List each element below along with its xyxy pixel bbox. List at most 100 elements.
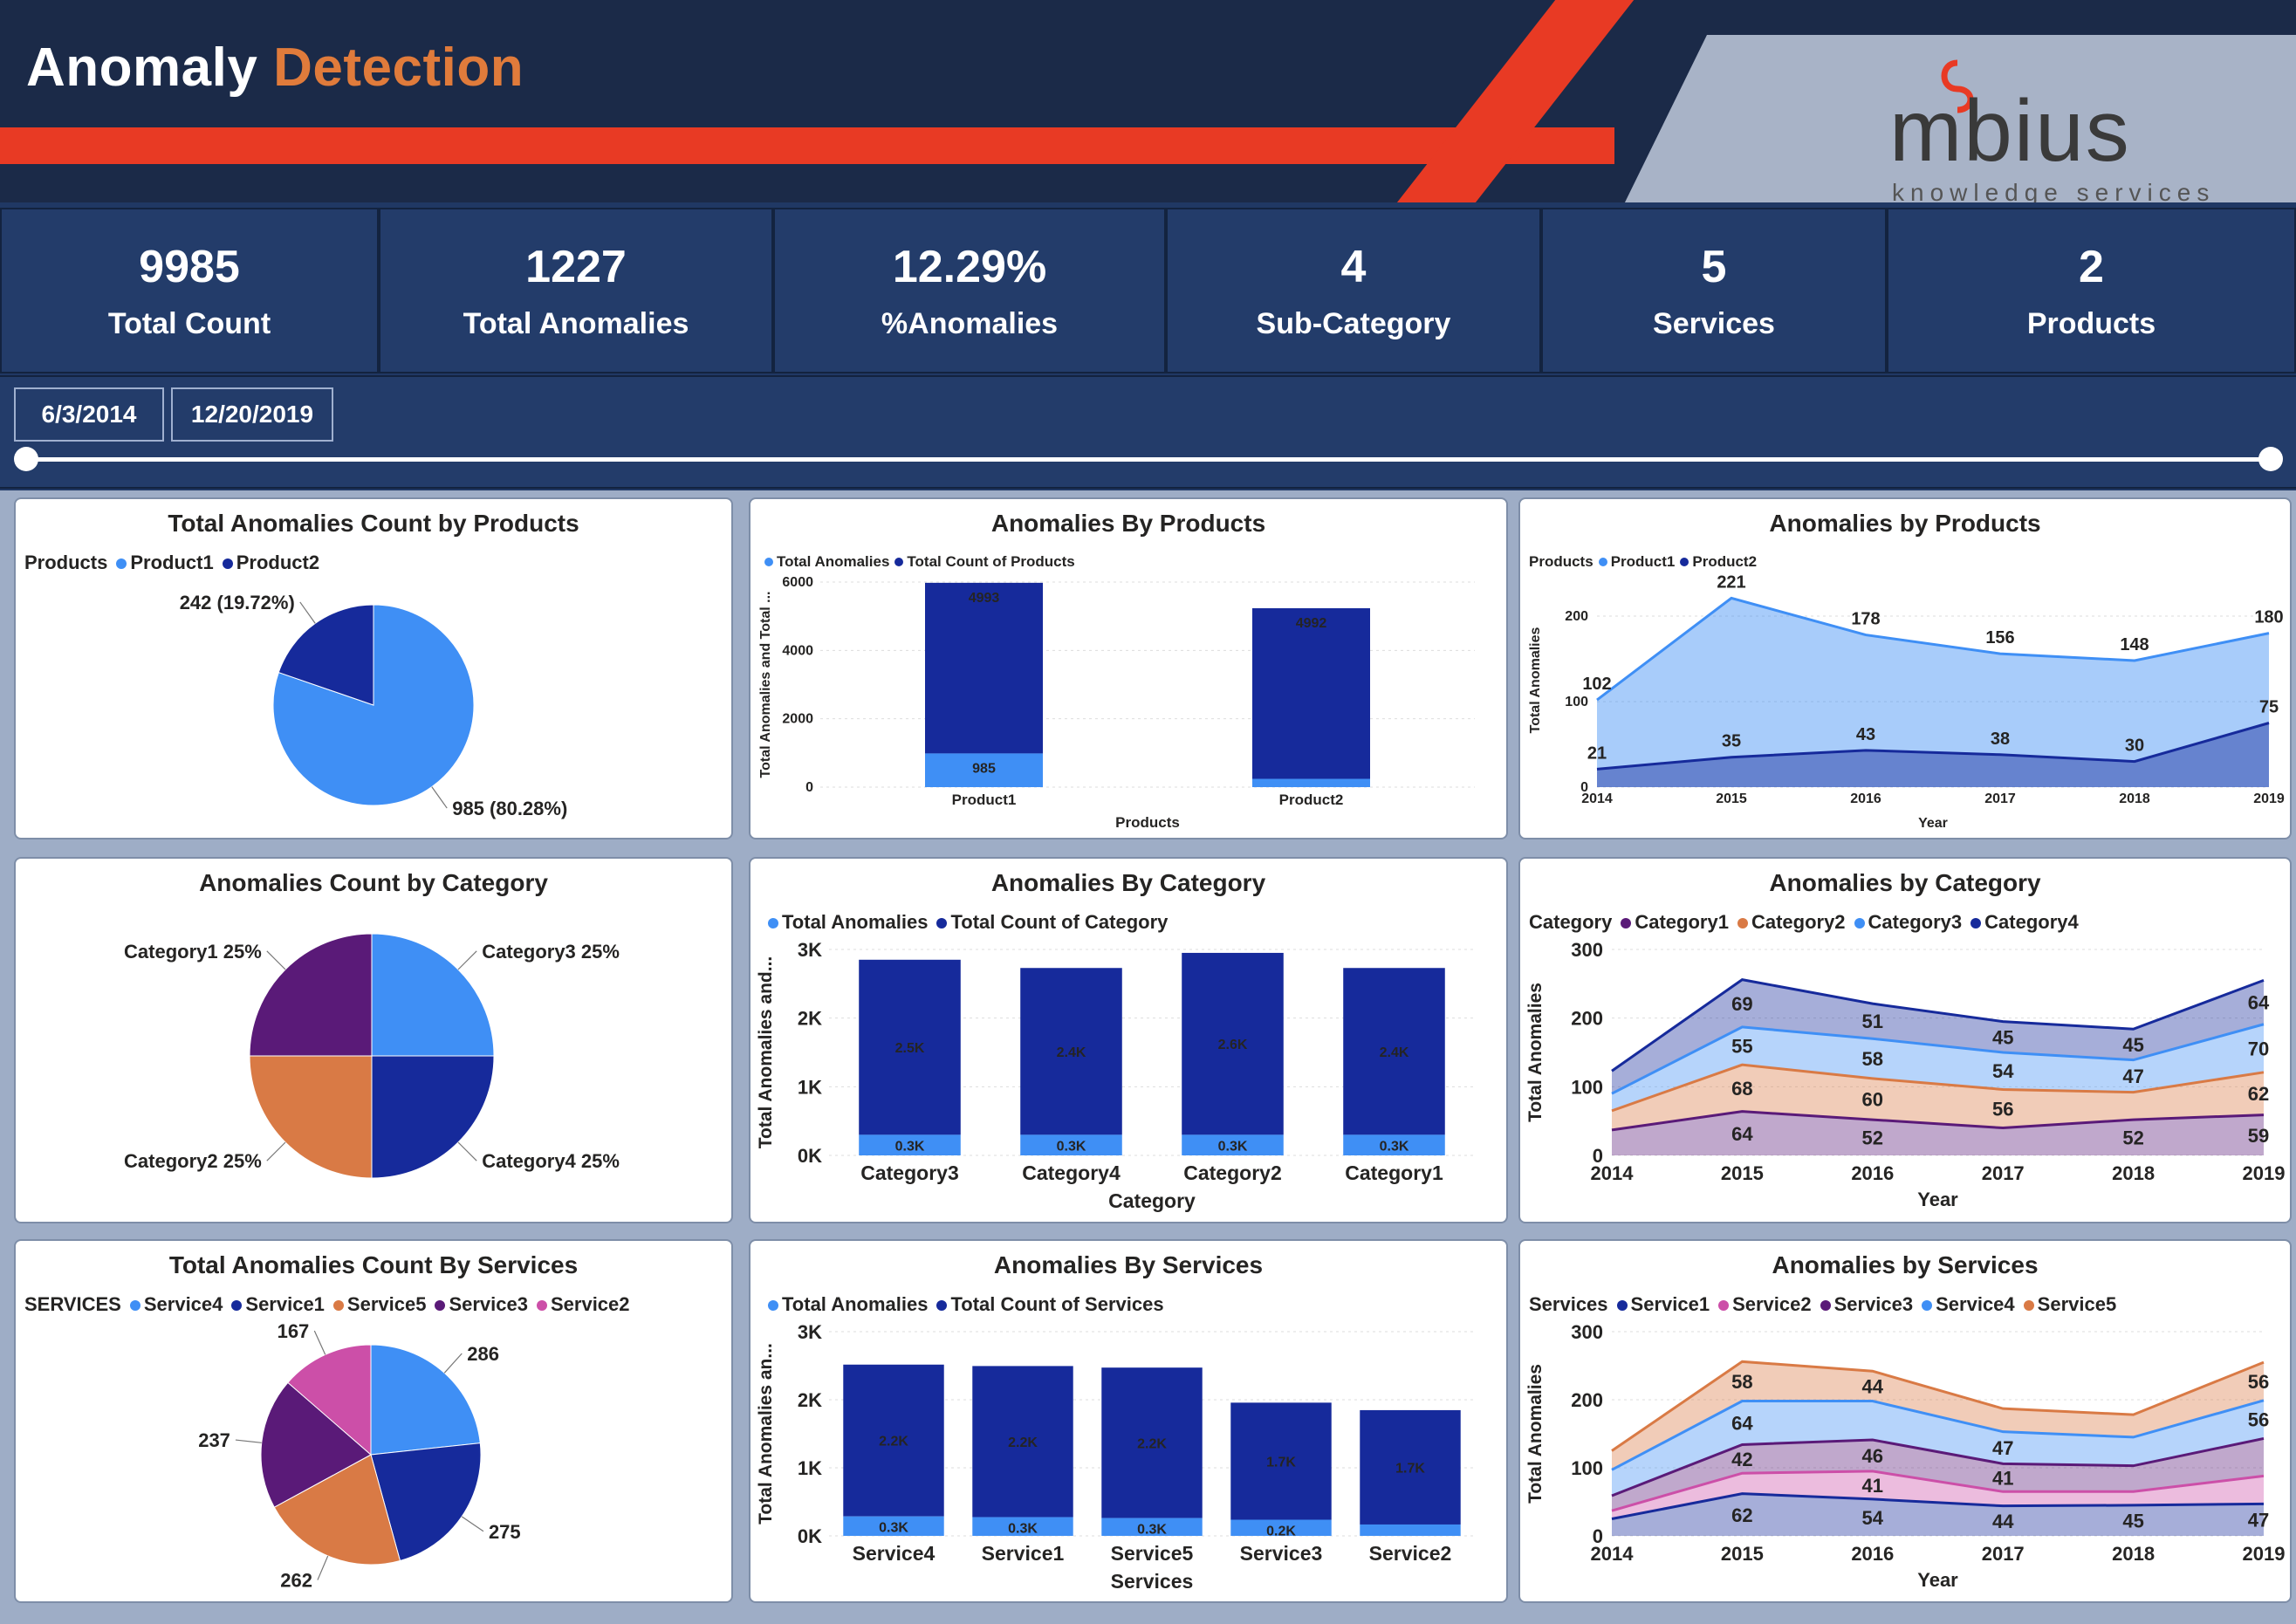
legend-marker	[894, 558, 904, 566]
y-tick-label: 0K	[798, 1145, 822, 1167]
pie-leader-line	[431, 786, 448, 809]
start-date-input[interactable]: 6/3/2014	[14, 387, 164, 442]
slider-end-handle[interactable]	[2258, 447, 2283, 471]
slider-start-handle[interactable]	[14, 447, 38, 471]
bar-data-label: 4993	[969, 591, 1000, 606]
bar-total-anomalies	[1230, 1519, 1332, 1536]
y-tick-label: 1K	[798, 1457, 822, 1479]
x-axis-label: Year	[1918, 816, 1948, 831]
kpi-products: 2 Products	[1887, 208, 2296, 373]
x-tick-label: Service2	[1369, 1542, 1452, 1565]
bar-chart-svg: 0K 1K 2K 3K 2.2K 0.3K Service4 2.2K 0.3K Service1…	[756, 1321, 1475, 1593]
line-service2	[1611, 1470, 2265, 1512]
bar-data-label: 0.2K	[1266, 1525, 1296, 1539]
area-data-label: 156	[1985, 628, 2014, 648]
bar-data-label: 0.3K	[1218, 1139, 1248, 1154]
pie-leader-line	[457, 1141, 477, 1161]
x-tick-label: 2014	[1591, 1162, 1635, 1184]
y-tick-label: 100	[1565, 695, 1588, 709]
bar-total-count-of-category	[1182, 952, 1284, 1135]
card-area-category: Anomalies by Category Category Category1 Ca…	[1518, 857, 2292, 1223]
x-axis-label: Products	[1115, 814, 1180, 831]
legend-item: Service5	[346, 1293, 427, 1315]
card-pie-products: Total Anomalies Count by Products Product…	[14, 497, 733, 839]
y-tick-label: 3K	[798, 939, 822, 961]
x-tick-label: 2014	[1581, 791, 1613, 806]
area-data-label: 47	[2122, 1066, 2143, 1087]
line-category4	[1611, 978, 2265, 1072]
y-tick-label: 100	[1571, 1457, 1603, 1479]
x-tick-label: 2016	[1850, 791, 1881, 806]
kpi-value: 2	[2079, 241, 2104, 292]
area-data-label: 62	[1731, 1504, 1752, 1526]
y-tick-label: 0	[1580, 780, 1588, 795]
y-tick-label: 2K	[798, 1008, 822, 1030]
kpi-value: 5	[1701, 241, 1727, 292]
chart-title: Anomalies By Services	[993, 1251, 1264, 1278]
bar-data-label: 1.7K	[1395, 1461, 1425, 1476]
area-product2	[1597, 723, 2269, 787]
legend-item: Product2	[1692, 553, 1758, 570]
legend-marker	[222, 558, 233, 569]
y-tick-label: 3K	[798, 1321, 822, 1343]
legend-item: Service1	[245, 1293, 325, 1315]
legend-marker	[1616, 1300, 1628, 1311]
chart-legend: SERVICES Service4 Service1 Service5 Service3…	[24, 1293, 630, 1316]
area-data-label: 70	[2248, 1038, 2269, 1059]
kpi-total-count: 9985 Total Count	[0, 208, 379, 373]
bar-total-count-of-products	[1252, 608, 1370, 779]
area-category2	[1612, 1065, 2264, 1130]
bar-total-anomalies	[972, 1517, 1073, 1536]
pie-slice-category3	[371, 933, 495, 1057]
legend-marker	[768, 1300, 778, 1311]
end-date-input[interactable]: 12/20/2019	[171, 387, 333, 442]
y-tick-label: 6000	[782, 575, 813, 590]
y-tick-label: 4000	[782, 643, 813, 658]
x-tick-label: 2016	[1851, 1162, 1894, 1184]
x-tick-label: 2019	[2243, 1162, 2286, 1184]
legend-marker	[936, 918, 948, 928]
area-service4	[1612, 1400, 2264, 1496]
legend-marker	[1922, 1300, 1933, 1311]
pie-slice-service1	[370, 1442, 482, 1562]
kpi-services: 5 Services	[1541, 208, 1887, 373]
y-tick-label: 300	[1571, 1321, 1603, 1343]
pie-data-label: 167	[278, 1320, 310, 1342]
area-data-label: 52	[1862, 1127, 1883, 1149]
area-data-label: 51	[1862, 1011, 1883, 1032]
date-range-slider[interactable]	[26, 457, 2271, 462]
legend-marker	[1598, 558, 1607, 566]
area-data-label: 44	[1992, 1511, 2014, 1532]
bar-total-count-of-products	[925, 582, 1043, 754]
y-tick-label: 0	[1593, 1525, 1603, 1547]
legend-marker	[1970, 918, 1982, 928]
area-data-label: 41	[1992, 1467, 2013, 1489]
y-tick-label: 200	[1571, 1008, 1603, 1030]
legend-marker	[2023, 1300, 2034, 1311]
legend-item: Service2	[1732, 1293, 1812, 1315]
x-tick-label: 2015	[1716, 791, 1747, 806]
card-pie-services: Total Anomalies Count By Services SERVICE…	[14, 1239, 733, 1603]
legend-title: Products	[1529, 553, 1593, 570]
kpi-label: %Anomalies	[881, 306, 1059, 340]
bar-data-label: 2.6K	[1218, 1038, 1248, 1052]
pie-data-label: 237	[198, 1429, 230, 1451]
bar-total-count-of-services	[1101, 1367, 1203, 1518]
y-axis-label: Total Anomalies an...	[756, 1343, 776, 1525]
x-tick-label: 2019	[2253, 791, 2285, 806]
area-chart-svg: 0 100 200 2014 2015 2016 2017 2018 2019 Year Total…	[1528, 572, 2285, 831]
kpi-strip: 9985 Total Count 1227 Total Anomalies 12…	[0, 208, 2296, 373]
bar-total-count-of-category	[1020, 968, 1122, 1135]
area-data-label: 178	[1851, 610, 1880, 629]
area-data-label: 47	[1992, 1437, 2013, 1459]
area-service3	[1612, 1438, 2264, 1511]
y-axis-label: Total Anomalies	[1525, 983, 1546, 1122]
pie-chart-svg: Category3 25% Category4 25% Category2 25% C…	[124, 933, 620, 1179]
header-stripe-diagonal	[1289, 0, 1641, 202]
legend-item: Total Anomalies	[777, 553, 890, 570]
chart-legend: Products Product1 Product2	[24, 552, 319, 574]
bar-total-anomalies	[1252, 778, 1370, 787]
card-pie-category: Anomalies Count by Category Category3 25%…	[14, 857, 733, 1223]
x-axis-label: Year	[1917, 1189, 1958, 1210]
kpi-total-anomalies: 1227 Total Anomalies	[379, 208, 773, 373]
